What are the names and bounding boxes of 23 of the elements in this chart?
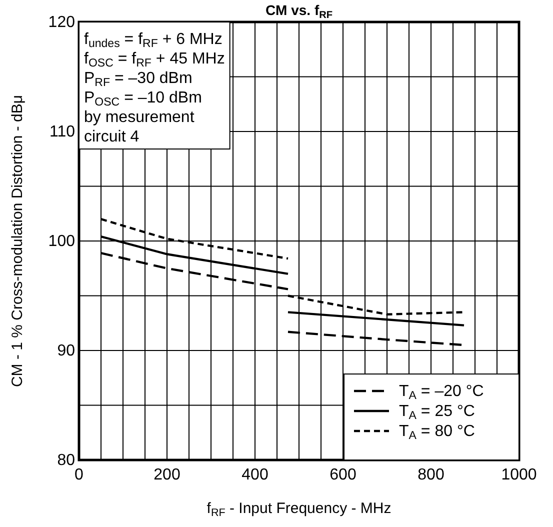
x-tick-label: 600 xyxy=(330,466,356,484)
annotation: circuit 4 xyxy=(84,128,140,146)
y-axis-title: CM - 1 % Cross-modulation Distortion - dBμ xyxy=(9,94,26,388)
x-tick-label: 800 xyxy=(418,466,444,484)
x-axis-title: f$_{RF}$ - Input Frequency - MHz xyxy=(206,500,392,519)
chart-title: CM vs. f$_{RF}$ xyxy=(265,2,333,21)
y-tick-label: 100 xyxy=(48,233,76,250)
y-tick-label: 120 xyxy=(48,14,76,32)
x-tick-label: 0 xyxy=(74,466,84,484)
annotation: P$_{OSC}$ = –10 dBm xyxy=(84,90,202,108)
x-tick-label: 200 xyxy=(154,466,180,484)
legend-label: T$_{A}$ = –20 °C xyxy=(399,383,484,402)
legend-label: T$_{A}$ = 25 °C xyxy=(399,403,475,422)
y-tick-label: 80 xyxy=(57,452,76,470)
annotation: P$_{RF}$ = –30 dBm xyxy=(84,70,192,89)
y-tick-label: 90 xyxy=(57,342,76,360)
annotation: by mesurement xyxy=(84,109,195,126)
annotation: f$_{OSC}$ = f$_{RF}$ + 45 MHz xyxy=(84,50,225,70)
x-tick-label: 400 xyxy=(242,466,268,484)
x-tick-label: 1000 xyxy=(501,466,537,484)
legend-label: T$_{A}$ = 80 °C xyxy=(399,423,475,442)
annotation: f$_{undes}$ = f$_{RF}$ + 6 MHz xyxy=(84,31,222,50)
y-tick-label: 110 xyxy=(49,124,76,141)
